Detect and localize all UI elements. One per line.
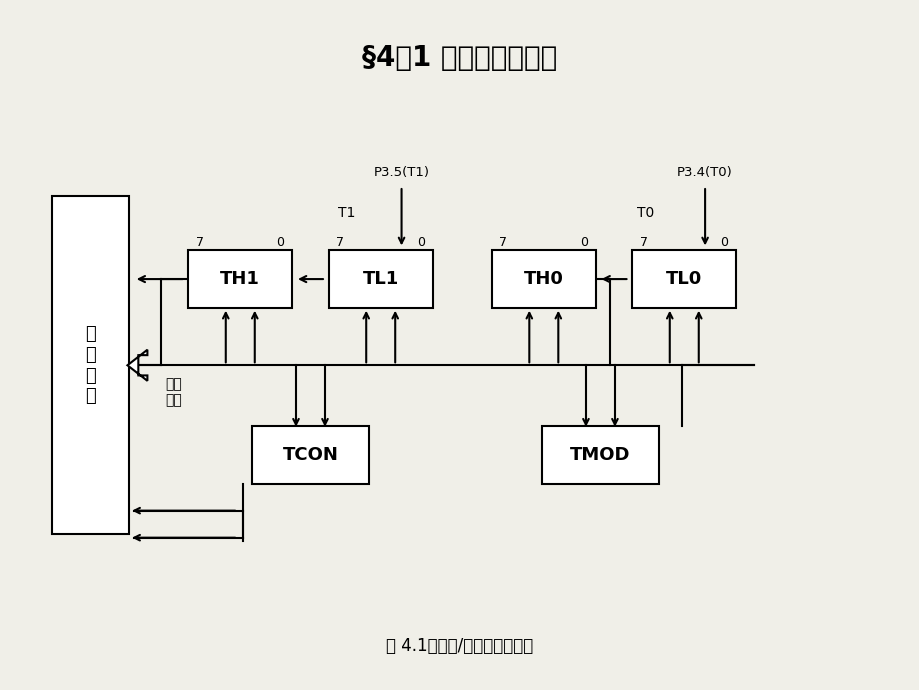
Text: 7: 7 (499, 236, 507, 248)
FancyBboxPatch shape (491, 250, 596, 308)
Text: TMOD: TMOD (570, 446, 630, 464)
FancyBboxPatch shape (251, 426, 369, 484)
Text: T1: T1 (337, 206, 355, 220)
FancyBboxPatch shape (188, 250, 292, 308)
FancyBboxPatch shape (541, 426, 659, 484)
Text: 0: 0 (416, 236, 425, 248)
Text: T0: T0 (636, 206, 653, 220)
Text: 0: 0 (580, 236, 587, 248)
Text: TH1: TH1 (220, 270, 260, 288)
Text: 0: 0 (720, 236, 728, 248)
FancyBboxPatch shape (52, 196, 130, 534)
Text: 图 4.1定时器/计数器结构框图: 图 4.1定时器/计数器结构框图 (386, 637, 533, 655)
Text: 内部
总线: 内部 总线 (165, 377, 182, 407)
FancyBboxPatch shape (328, 250, 432, 308)
FancyBboxPatch shape (631, 250, 735, 308)
Text: 微
处
理
器: 微 处 理 器 (85, 325, 96, 406)
FancyArrow shape (128, 350, 147, 381)
Text: TL1: TL1 (362, 270, 399, 288)
Text: P3.5(T1): P3.5(T1) (373, 166, 429, 179)
Text: TL0: TL0 (665, 270, 701, 288)
Text: 7: 7 (640, 236, 647, 248)
Text: TCON: TCON (282, 446, 338, 464)
Text: 0: 0 (277, 236, 284, 248)
Text: P3.4(T0): P3.4(T0) (676, 166, 732, 179)
Text: 7: 7 (336, 236, 344, 248)
Text: TH0: TH0 (523, 270, 563, 288)
Text: §4－1 单片机的定时器: §4－1 单片机的定时器 (362, 43, 557, 72)
Text: 7: 7 (196, 236, 204, 248)
